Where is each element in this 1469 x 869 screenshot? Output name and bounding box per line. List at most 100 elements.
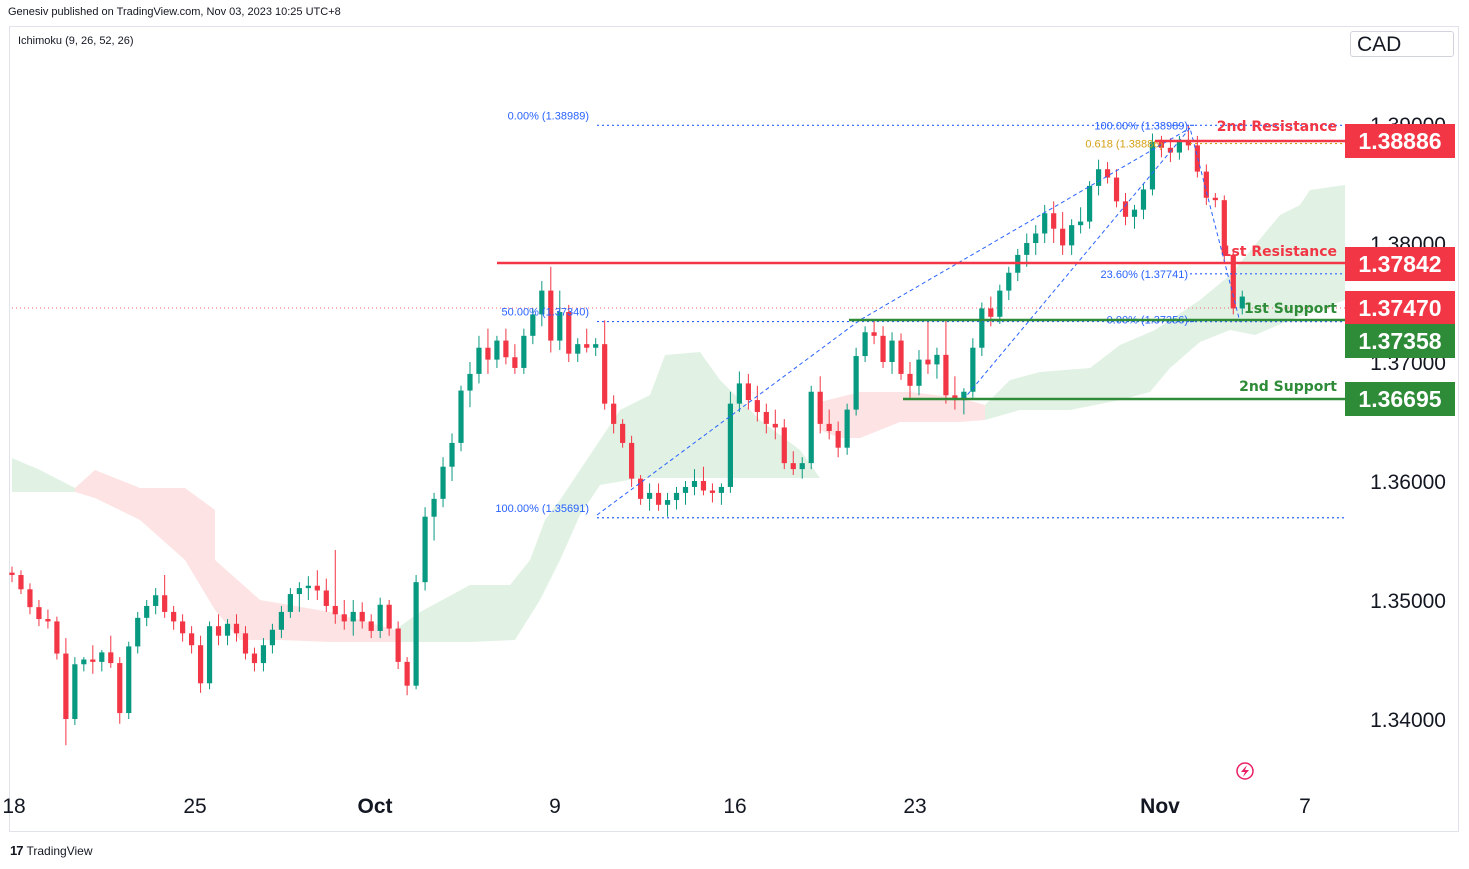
candle-body (1006, 272, 1012, 291)
candle (602, 320, 608, 410)
candle-body (1149, 141, 1156, 190)
candle-body (1212, 197, 1218, 201)
candle-body (431, 498, 437, 517)
candle-body (180, 621, 186, 634)
cloud-bull-right (985, 185, 1345, 420)
candle-body (269, 629, 276, 646)
candle-body (314, 585, 320, 591)
candle (206, 621, 213, 690)
candle-body (754, 400, 760, 412)
candle (287, 588, 293, 618)
candle (629, 435, 635, 487)
candle-body (422, 516, 428, 583)
candle-body (341, 614, 347, 622)
candle (377, 597, 383, 639)
support-1-badge (1345, 324, 1455, 358)
candle (790, 451, 796, 476)
candle (99, 649, 105, 672)
candle (54, 616, 60, 660)
candle (485, 328, 491, 374)
lightning-icon-bolt (1241, 765, 1249, 777)
candle-body (1051, 213, 1057, 229)
candle (467, 362, 473, 408)
candle (45, 609, 51, 629)
candle-body (530, 314, 536, 336)
candle-body (144, 605, 150, 618)
indicator-legend[interactable]: Ichimoku (9, 26, 52, 26) (18, 35, 134, 47)
candle (404, 657, 410, 696)
candle (799, 457, 805, 479)
candle (449, 433, 455, 481)
resistance-1-badge-label: 1.37842 (1358, 251, 1441, 277)
candle-body (162, 595, 168, 612)
candle (808, 385, 814, 470)
candle-body (476, 347, 482, 374)
candle-body (512, 357, 518, 368)
candle-body (377, 604, 383, 631)
candle-body (1221, 200, 1227, 255)
candle (413, 575, 419, 690)
candle (359, 602, 365, 629)
candle (584, 328, 590, 353)
candle (1131, 204, 1138, 229)
footer-brand[interactable]: 17 TradingView (10, 843, 93, 858)
candle-body (171, 611, 177, 622)
candle (530, 308, 536, 345)
candle (108, 635, 114, 668)
candle-body (1203, 171, 1209, 198)
candle-body (233, 623, 240, 634)
candle (90, 645, 96, 674)
candle-body (251, 653, 258, 664)
candle-body (844, 409, 850, 448)
candle-body (90, 659, 96, 662)
candle (162, 575, 168, 618)
candle (1149, 133, 1156, 196)
candle (503, 328, 509, 365)
candle (943, 319, 949, 404)
candle-body (9, 572, 15, 576)
candle (880, 326, 886, 368)
candle-body (979, 308, 985, 348)
resistance-1-badge (1345, 247, 1455, 281)
candle-body (413, 582, 419, 686)
candle (1203, 164, 1209, 205)
candle-body (45, 619, 51, 622)
candle-body (539, 290, 545, 315)
candle-body (826, 423, 832, 432)
candle (988, 296, 994, 327)
candle (1230, 248, 1236, 315)
candle (781, 419, 787, 470)
candle (189, 626, 195, 654)
candle (18, 570, 24, 595)
candle-body (862, 332, 868, 357)
candle (979, 302, 985, 357)
candle-body (611, 403, 617, 424)
candle (224, 619, 231, 646)
candle (772, 409, 778, 440)
support-2-badge-label: 1.36695 (1358, 386, 1441, 412)
candle-body (126, 646, 132, 714)
candle-body (1158, 141, 1165, 148)
candle (1212, 193, 1218, 208)
candle (844, 403, 850, 455)
candle (664, 492, 671, 517)
candle (853, 347, 859, 416)
candle (1033, 225, 1039, 255)
candle-body (395, 628, 401, 662)
candle (63, 638, 69, 746)
candle-body (1230, 254, 1236, 309)
candle (1158, 135, 1165, 158)
candle-body (593, 344, 599, 348)
candle (1069, 219, 1075, 255)
candle-body (1033, 233, 1039, 243)
candle (682, 481, 689, 505)
currency-label[interactable]: CAD (1350, 31, 1454, 57)
candle-body (772, 423, 778, 428)
candle (691, 469, 698, 496)
y-tick-label: 1.34000 (1370, 709, 1446, 732)
candle-body (700, 481, 707, 491)
fib-label: 50.00% (1.37340) (502, 307, 589, 319)
candle-body (727, 403, 733, 487)
candle (233, 614, 240, 642)
